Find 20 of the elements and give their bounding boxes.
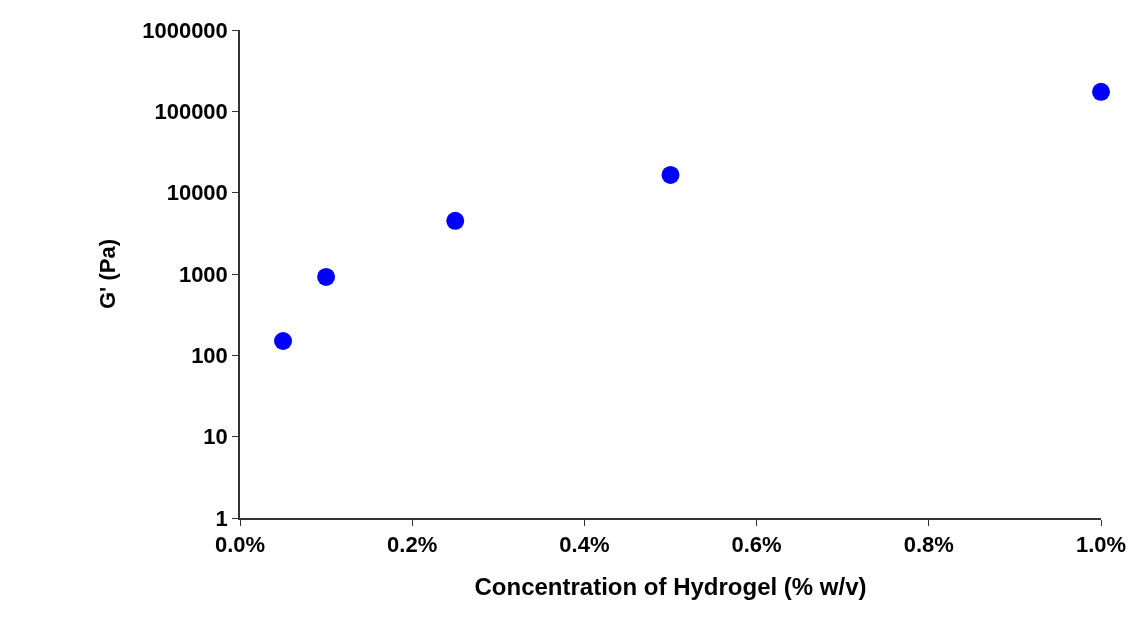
point [661,165,680,184]
y-axis-title: G' (Pa) [95,238,121,310]
point [1092,82,1110,101]
x-tick-label: 0.0% [214,532,266,558]
x-tick-label: 0.4% [559,532,610,558]
y-tick-label: 1 [215,505,228,531]
x-tick-label: 0.6% [731,532,782,558]
point [274,332,293,350]
y-tick-label: 1000 [178,261,228,287]
x-axis-title: Concentration of Hydrogel (% w/v) [474,572,867,600]
y-tick-label: 10000 [166,180,228,206]
x-tick-label: 0.2% [387,532,438,558]
x-tick-label: 1.0% [1075,532,1127,558]
point [446,211,465,230]
y-tick-label: 10 [203,424,228,450]
y-tick-label: 100000 [154,99,228,125]
x-tick-label: 0.8% [903,532,954,558]
y-tick-label: 100 [191,343,228,369]
y-tick-label: 1000000 [142,17,228,43]
point [317,267,336,286]
